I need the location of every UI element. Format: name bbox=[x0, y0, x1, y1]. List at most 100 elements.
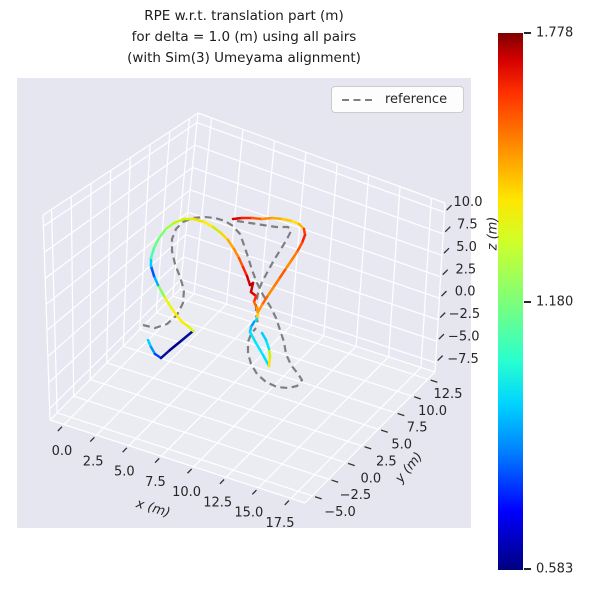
estimated-trajectory-segment bbox=[241, 265, 249, 278]
estimated-trajectory-segment bbox=[170, 307, 183, 323]
grid-leftwall-z bbox=[49, 278, 182, 410]
reference-trajectory bbox=[142, 215, 304, 390]
y-tick-mark bbox=[413, 396, 422, 400]
estimated-trajectory-segment bbox=[264, 338, 271, 351]
z-tick-mark bbox=[438, 333, 445, 340]
grid-leftwall-z bbox=[45, 189, 191, 305]
estimated-trajectory-segment bbox=[231, 216, 244, 221]
y-tick-mark bbox=[397, 412, 405, 417]
grid-floor-x bbox=[63, 293, 195, 425]
z-tick-mark bbox=[443, 247, 450, 254]
z-tick-label: 10.0 bbox=[454, 195, 483, 210]
grid-rightwall-x bbox=[225, 129, 244, 305]
z-tick-mark bbox=[441, 290, 447, 297]
estimated-trajectory-segment bbox=[164, 221, 176, 231]
z-tick-label: −5.0 bbox=[448, 330, 480, 345]
estimated-trajectory-segment bbox=[277, 268, 287, 281]
x-tick-label: 5.0 bbox=[114, 465, 135, 480]
x-tick-mark bbox=[154, 457, 160, 464]
pane-edge bbox=[179, 112, 199, 290]
grid-rightwall-z bbox=[185, 233, 439, 321]
x-tick-mark bbox=[251, 489, 257, 495]
grid-leftwall-y bbox=[50, 209, 58, 413]
estimated-trajectory-segment bbox=[270, 216, 284, 221]
grid-leftwall-z bbox=[48, 256, 184, 384]
estimated-trajectory-segment bbox=[162, 294, 174, 311]
grid-rightwall-x bbox=[290, 152, 307, 326]
estimated-trajectory-segment bbox=[168, 339, 183, 352]
grid-rightwall-z bbox=[194, 144, 444, 235]
x-tick-mark bbox=[219, 479, 225, 485]
estimated-trajectory-segment bbox=[283, 259, 293, 272]
grid-rightwall-z bbox=[189, 189, 441, 278]
estimated-trajectory-segment bbox=[250, 216, 264, 221]
title-line-1: RPE w.r.t. translation part (m) bbox=[144, 8, 344, 24]
estimated-trajectory-segment bbox=[192, 217, 206, 224]
z-tick-mark bbox=[446, 204, 453, 211]
estimated-trajectory-segment bbox=[232, 247, 241, 260]
grid-rightwall-z bbox=[196, 122, 445, 213]
z-tick-mark bbox=[442, 269, 449, 276]
legend-dashed-line-icon bbox=[342, 98, 374, 101]
estimated-trajectory-segment bbox=[248, 330, 258, 345]
x-tick-label: 17.5 bbox=[266, 516, 295, 531]
grid-floor-y bbox=[139, 328, 395, 414]
estimated-trajectory-segment bbox=[280, 217, 294, 223]
estimated-trajectory-segment bbox=[267, 355, 272, 368]
grid-floor-y bbox=[156, 312, 412, 397]
x-tick-label: 10.0 bbox=[172, 485, 201, 500]
colorbar bbox=[498, 33, 523, 570]
estimated-trajectory-segment bbox=[260, 331, 268, 342]
estimated-trajectory-segment bbox=[300, 233, 307, 245]
y-tick-mark bbox=[331, 479, 339, 483]
pane-edge bbox=[42, 214, 51, 421]
pane-edge bbox=[49, 288, 181, 421]
legend: reference bbox=[331, 86, 464, 113]
estimated-trajectory-segment bbox=[159, 348, 172, 360]
estimated-trajectory-segment bbox=[211, 225, 223, 235]
z-tick-label: 0.0 bbox=[455, 285, 476, 300]
y-tick-label: 10.0 bbox=[418, 404, 447, 419]
grid-leftwall-z bbox=[44, 166, 193, 279]
pane-edge bbox=[49, 419, 306, 504]
estimated-trajectory-segment bbox=[149, 264, 156, 278]
colorbar-tick-min bbox=[524, 568, 531, 570]
grid-floor-y bbox=[73, 395, 329, 480]
estimated-trajectory-segment bbox=[289, 250, 299, 263]
y-tick-mark bbox=[430, 379, 438, 383]
z-tick-label: −7.5 bbox=[447, 352, 479, 367]
estimated-trajectory-segment bbox=[260, 216, 274, 221]
y-tick-label: −2.5 bbox=[340, 488, 372, 503]
grid-rightwall-x bbox=[355, 175, 370, 347]
estimated-trajectory-segment bbox=[267, 347, 272, 359]
grid-leftwall-y bbox=[89, 183, 92, 380]
x-tick-mark bbox=[89, 436, 95, 443]
x-tick-label: 2.5 bbox=[83, 454, 104, 469]
x-tick-label: 7.5 bbox=[145, 475, 166, 490]
grid-rightwall-x bbox=[323, 163, 338, 336]
grid-rightwall-z bbox=[180, 278, 436, 364]
estimated-trajectory-segment bbox=[290, 219, 301, 226]
legend-label-reference: reference bbox=[385, 92, 448, 107]
estimated-trajectory-segment bbox=[202, 220, 215, 229]
grid-floor-y bbox=[90, 378, 346, 464]
estimated-trajectory-segment bbox=[172, 217, 186, 225]
estimated-trajectory-segment bbox=[237, 256, 245, 269]
x-tick-label: 0.0 bbox=[52, 444, 73, 459]
y-tick-mark bbox=[347, 462, 355, 467]
grid-rightwall-z bbox=[192, 166, 443, 256]
grid-leftwall-z bbox=[47, 234, 186, 358]
estimated-trajectory-segment bbox=[226, 238, 236, 251]
y-tick-label: −5.0 bbox=[324, 505, 356, 520]
grid-floor-x bbox=[290, 367, 422, 499]
pane-edge bbox=[197, 112, 446, 204]
y-tick-label: 0.0 bbox=[361, 471, 382, 486]
y-tick-label: 5.0 bbox=[391, 438, 412, 453]
estimated-trajectory-segment bbox=[152, 236, 161, 250]
z-axis-label: z (m) bbox=[485, 216, 501, 251]
estimated-trajectory-segment bbox=[149, 345, 157, 356]
estimated-trajectory-segment bbox=[271, 277, 281, 290]
x-tick-mark bbox=[122, 447, 128, 453]
estimated-trajectory-segment bbox=[219, 231, 230, 242]
